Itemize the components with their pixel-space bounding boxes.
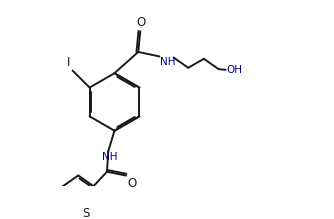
Text: NH: NH bbox=[102, 152, 117, 162]
Text: O: O bbox=[137, 16, 146, 29]
Text: OH: OH bbox=[226, 65, 242, 75]
Text: O: O bbox=[127, 177, 136, 190]
Text: NH: NH bbox=[161, 57, 176, 67]
Text: I: I bbox=[67, 56, 70, 69]
Text: S: S bbox=[82, 207, 90, 219]
